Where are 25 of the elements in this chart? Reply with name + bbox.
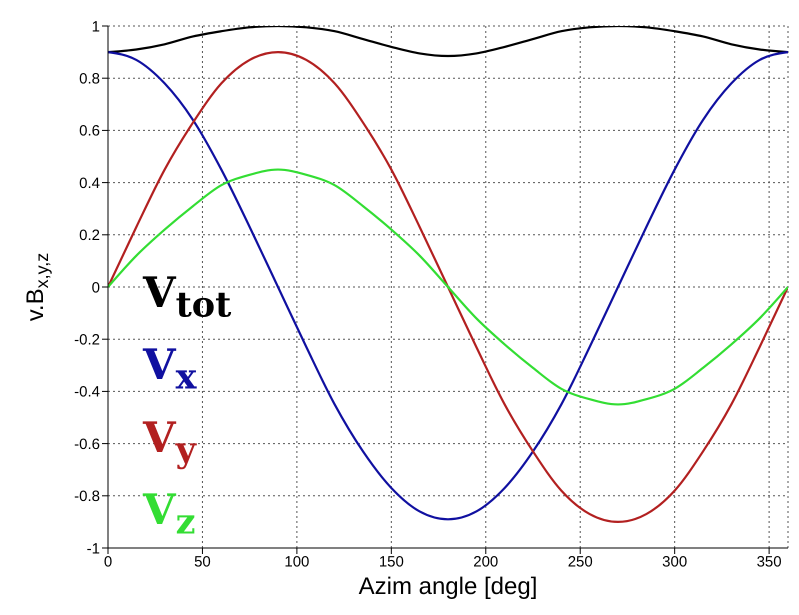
line-series [108,168,788,406]
text: V$_{z}$ [143,484,196,545]
y-tick-label: 0.4 [79,174,100,192]
y-tick-label: -0.2 [74,332,100,349]
x-tick-label: 0 [104,554,112,571]
x-tick-label: 300 [662,554,688,571]
x-tick-label: 150 [378,554,404,571]
y-tick-label: 0.2 [79,227,100,244]
y-tick-label: -0.4 [74,384,100,401]
x-axis-title: Azim angle [deg] [358,573,538,600]
x-tick-label: 50 [194,554,211,571]
y-tick-label: 0.6 [79,122,100,140]
text: V$_{tot}$ [143,267,232,328]
text: V$_{x}$ [143,339,198,400]
x-tick-label: 350 [756,554,782,571]
x-tick-label: 100 [284,554,310,571]
y-tick-label: -0.6 [74,436,100,453]
y-tick-label: -0.8 [74,488,100,506]
x-tick-label: 250 [568,554,593,571]
y-tick-label: -1 [86,540,100,558]
x-tick-label: 200 [473,554,498,571]
y-tick-label: 0.8 [79,70,100,88]
text: V$_{y}$ [143,412,198,472]
y-tick-label: 0 [92,279,100,296]
y-tick-label: 1 [92,18,100,36]
